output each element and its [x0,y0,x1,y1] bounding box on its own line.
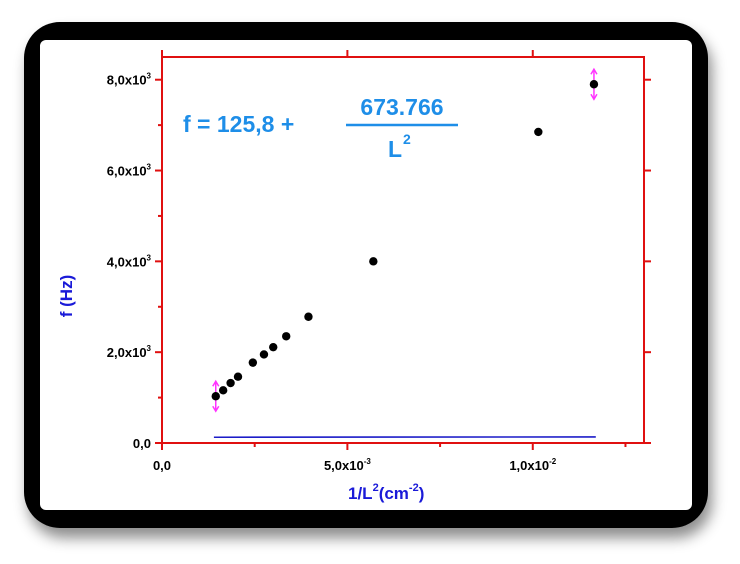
x-tick-label: 1,0x10-2 [509,457,556,473]
x-axis-label: 1/L2(cm-2) [348,482,424,503]
data-point [248,358,258,367]
data-point [534,127,543,137]
chart: 0,0 2,0x103 4,0x103 6,0x103 8,0x103 0,0 5,0x10… [57,50,651,503]
data-point [218,386,228,395]
x-tick-label: 0,0 [153,458,171,473]
photo-frame: 0,0 2,0x103 4,0x103 6,0x103 8,0x103 0,0 5,0x10… [24,22,708,528]
data-point [369,257,378,266]
y-tick-label: 8,0x103 [107,72,152,88]
error-bar-cap-bottom [212,405,220,413]
data-point [269,342,278,352]
data-point [211,392,220,401]
error-bar-cap-top [590,67,598,75]
data-point [589,80,599,89]
chart-card: 0,0 2,0x103 4,0x103 6,0x103 8,0x103 0,0 5,0x10… [40,40,692,510]
data-point [226,378,235,388]
plot-frame [161,56,645,444]
error-bar-cap-bottom [590,93,598,101]
y-axis-label: f (Hz) [57,275,76,317]
equation-denominator-exponent: 2 [403,131,411,147]
y-tick-label: 4,0x103 [107,253,152,269]
data-point [259,350,269,359]
error-bar-cap-top [212,379,220,387]
y-tick-label: 2,0x103 [107,344,152,360]
data-point [282,332,291,341]
fit-equation: f = 125,8 + 673.766 L 2 [183,94,458,162]
data-point [304,312,313,321]
y-tick-label: 6,0x103 [107,163,152,179]
equation-numerator: 673.766 [360,94,443,120]
equation-denominator: L [388,136,402,162]
data-point [233,372,243,381]
equation-lhs: f = 125,8 + [183,111,294,137]
x-tick-label: 5,0x10-3 [324,457,371,473]
y-tick-label: 0,0 [133,436,151,451]
